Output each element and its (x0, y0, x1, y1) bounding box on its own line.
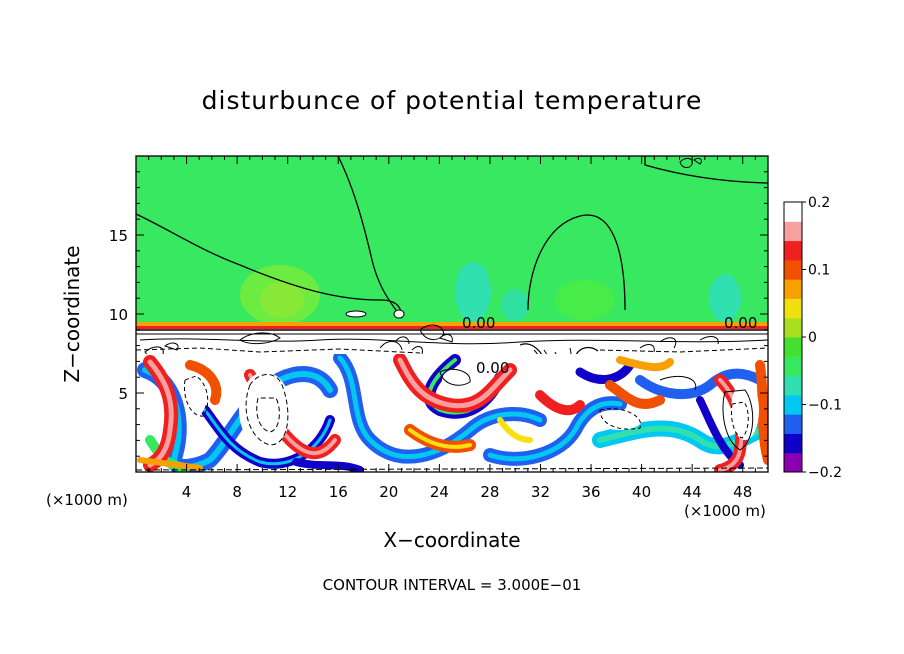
x-tick-label: 4 (182, 483, 192, 501)
colorbar-tick-label: −0.2 (808, 465, 842, 481)
colorbar-swatch (784, 452, 802, 473)
colorbar-tick-label: 0.1 (808, 263, 830, 279)
colorbar-swatch (784, 259, 802, 280)
colorbar-swatch (784, 394, 802, 415)
colorbar-swatch (784, 317, 802, 338)
colorbar-tick-label: −0.1 (808, 398, 842, 414)
colorbar-swatch (784, 433, 802, 454)
x-tick-label: 12 (278, 483, 297, 501)
contour-label: 0.00 (724, 314, 757, 332)
colorbar-swatch (784, 337, 802, 357)
colorbar-swatch (784, 221, 802, 242)
x-axis-label: X−coordinate (383, 528, 521, 552)
colorbar-swatch (784, 375, 802, 396)
x-axis: 4 8 12 16 20 24 28 32 36 40 44 48 (148, 156, 756, 501)
colorbar-swatch (784, 240, 802, 261)
colorbar-swatch (784, 356, 802, 377)
x-tick-label: 16 (329, 483, 348, 501)
y-tick-label: 5 (118, 385, 128, 403)
colorbar-swatch (784, 202, 802, 222)
y-tick-label: 15 (109, 227, 128, 245)
chart-title: disturbunce of potential temperature (201, 86, 703, 115)
colorbar-swatch (784, 414, 802, 434)
y-tick-label: 10 (109, 306, 128, 324)
colorbar-tick-label: 0 (808, 330, 817, 346)
x-unit-left: (×1000 m) (46, 491, 128, 509)
x-tick-label: 44 (683, 483, 702, 501)
contour-label: 0.00 (462, 314, 495, 332)
contour-field (136, 156, 768, 472)
contour-label: 0.00 (476, 359, 509, 377)
x-tick-label: 24 (430, 483, 449, 501)
x-tick-label: 20 (379, 483, 398, 501)
colorbar: 0.2 0.1 0 −0.1 −0.2 (783, 195, 842, 481)
x-tick-label: 32 (531, 483, 550, 501)
x-tick-label: 8 (232, 483, 242, 501)
colorbar-swatch (784, 298, 802, 319)
x-tick-label: 40 (632, 483, 651, 501)
x-unit-right: (×1000 m) (684, 502, 766, 520)
x-tick-label: 48 (733, 483, 752, 501)
colorbar-swatch (784, 279, 802, 299)
y-axis-label: Z−coordinate (60, 245, 84, 383)
y-axis: 5 10 15 (109, 171, 768, 457)
x-tick-label: 36 (581, 483, 600, 501)
contour-interval-note: CONTOUR INTERVAL = 3.000E−01 (322, 576, 582, 594)
x-tick-label: 28 (480, 483, 499, 501)
colorbar-tick-label: 0.2 (808, 195, 830, 211)
